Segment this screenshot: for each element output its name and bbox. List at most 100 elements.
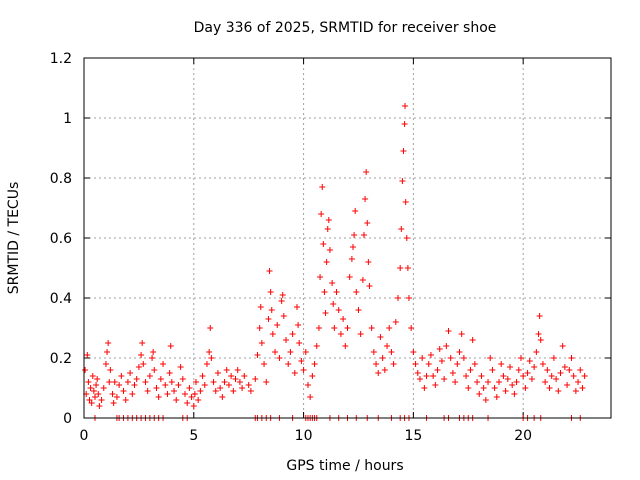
data-point — [456, 349, 463, 355]
data-point — [219, 394, 226, 400]
data-point — [146, 373, 153, 379]
data-point — [504, 376, 511, 382]
data-point — [82, 367, 89, 373]
data-point — [537, 337, 544, 343]
data-point — [317, 274, 324, 280]
data-point — [561, 364, 568, 370]
data-point — [84, 352, 91, 358]
data-point — [331, 325, 338, 331]
data-point — [419, 355, 426, 361]
y-tick-label: 0.4 — [50, 291, 72, 307]
data-point — [182, 391, 189, 397]
data-point — [269, 331, 276, 337]
data-point — [221, 379, 228, 385]
data-point — [212, 388, 219, 394]
data-point — [258, 340, 265, 346]
data-point — [241, 373, 248, 379]
data-points — [82, 103, 588, 421]
data-point — [511, 391, 518, 397]
data-point — [191, 391, 198, 397]
data-point — [140, 361, 147, 367]
data-point — [150, 349, 157, 355]
data-point — [162, 382, 169, 388]
data-point — [319, 184, 326, 190]
data-point — [377, 334, 384, 340]
data-point — [482, 397, 489, 403]
data-point — [276, 355, 283, 361]
data-point — [548, 373, 555, 379]
data-point — [402, 199, 409, 205]
data-point — [520, 373, 527, 379]
data-point — [127, 370, 134, 376]
data-point — [313, 343, 320, 349]
data-point — [95, 391, 102, 397]
data-point — [536, 313, 543, 319]
data-point — [234, 367, 241, 373]
data-point — [335, 307, 342, 313]
data-point — [298, 358, 305, 364]
data-point — [142, 379, 149, 385]
data-point — [370, 349, 377, 355]
data-point — [110, 400, 117, 406]
x-tick-label: 15 — [404, 428, 422, 444]
data-point — [307, 394, 314, 400]
data-point — [214, 370, 221, 376]
data-point — [210, 379, 217, 385]
data-point — [408, 325, 415, 331]
data-point — [192, 379, 199, 385]
data-point — [566, 367, 573, 373]
data-point — [254, 352, 261, 358]
data-point — [438, 358, 445, 364]
data-point — [386, 325, 393, 331]
data-point — [129, 391, 136, 397]
data-point — [568, 355, 575, 361]
data-point — [322, 310, 329, 316]
data-point — [120, 388, 127, 394]
data-point — [280, 313, 287, 319]
data-point — [539, 361, 546, 367]
data-point — [167, 343, 174, 349]
data-point — [265, 316, 272, 322]
data-point — [315, 325, 322, 331]
x-tick-label: 10 — [295, 428, 313, 444]
data-point — [524, 370, 531, 376]
data-point — [171, 388, 178, 394]
data-point — [485, 379, 492, 385]
data-point — [88, 400, 95, 406]
data-point — [454, 361, 461, 367]
data-point — [581, 373, 588, 379]
data-point — [395, 295, 402, 301]
data-point — [263, 379, 270, 385]
x-axis-label: GPS time / hours — [286, 458, 403, 474]
data-point — [364, 220, 371, 226]
data-point — [474, 379, 481, 385]
y-tick-label: 0 — [63, 411, 72, 427]
data-point — [572, 388, 579, 394]
x-tick-label: 0 — [80, 428, 89, 444]
data-point — [368, 325, 375, 331]
data-point — [245, 382, 252, 388]
data-point — [225, 382, 232, 388]
data-point — [139, 340, 146, 346]
data-point — [266, 268, 273, 274]
data-point — [416, 376, 423, 382]
data-point — [445, 328, 452, 334]
data-point — [403, 235, 410, 241]
data-point — [535, 331, 542, 337]
data-point — [405, 295, 412, 301]
data-point — [355, 307, 362, 313]
data-point — [557, 370, 564, 376]
data-point — [496, 379, 503, 385]
data-point — [397, 265, 404, 271]
data-point — [89, 373, 96, 379]
data-point — [122, 397, 129, 403]
data-point — [133, 376, 140, 382]
data-point — [388, 349, 395, 355]
data-point — [184, 400, 191, 406]
data-point — [400, 148, 407, 154]
data-point — [116, 382, 123, 388]
data-point — [302, 349, 309, 355]
data-point — [107, 367, 114, 373]
data-point — [186, 385, 193, 391]
